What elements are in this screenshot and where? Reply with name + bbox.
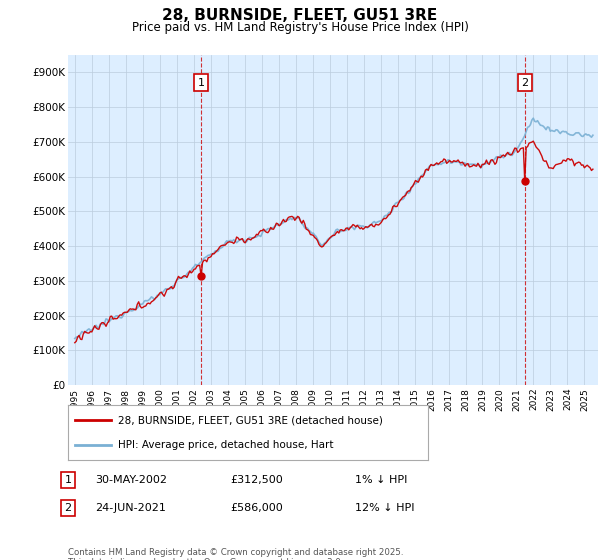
Text: £312,500: £312,500 [230,475,283,485]
Text: 1: 1 [65,475,71,485]
Text: 28, BURNSIDE, FLEET, GU51 3RE: 28, BURNSIDE, FLEET, GU51 3RE [163,8,437,24]
Text: 2: 2 [64,503,71,513]
Text: Price paid vs. HM Land Registry's House Price Index (HPI): Price paid vs. HM Land Registry's House … [131,21,469,34]
Text: 1% ↓ HPI: 1% ↓ HPI [355,475,407,485]
Text: 24-JUN-2021: 24-JUN-2021 [95,503,166,513]
Text: 30-MAY-2002: 30-MAY-2002 [95,475,167,485]
Text: 2: 2 [521,78,528,88]
Text: £586,000: £586,000 [230,503,283,513]
Text: 1: 1 [197,78,205,88]
Text: 28, BURNSIDE, FLEET, GU51 3RE (detached house): 28, BURNSIDE, FLEET, GU51 3RE (detached … [118,416,383,426]
Text: Contains HM Land Registry data © Crown copyright and database right 2025.
This d: Contains HM Land Registry data © Crown c… [68,548,404,560]
Text: 12% ↓ HPI: 12% ↓ HPI [355,503,415,513]
Text: HPI: Average price, detached house, Hart: HPI: Average price, detached house, Hart [118,440,334,450]
